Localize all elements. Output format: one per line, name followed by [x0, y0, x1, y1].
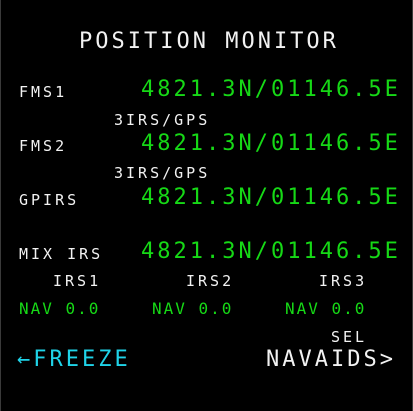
fms2-source: 3IRS/GPS: [114, 166, 210, 181]
sel-header: SEL: [331, 330, 367, 345]
fms2-label: FMS2: [19, 139, 67, 154]
page-title: POSITION MONITOR: [79, 31, 339, 53]
mix-irs-position: 4821.3N/01146.5E: [141, 241, 401, 263]
irs1-label: IRS1: [53, 274, 101, 289]
irs2-label: IRS2: [186, 274, 234, 289]
navaids-prompt[interactable]: NAVAIDS>: [266, 349, 396, 371]
irs1-status: NAV 0.0: [19, 301, 100, 317]
fms2-position: 4821.3N/01146.5E: [141, 133, 401, 155]
irs3-status: NAV 0.0: [285, 301, 366, 317]
irs2-status: NAV 0.0: [152, 301, 233, 317]
gpirs-position: 4821.3N/01146.5E: [141, 187, 401, 209]
fms1-source: 3IRS/GPS: [114, 113, 210, 128]
freeze-prompt[interactable]: ←FREEZE: [17, 349, 131, 371]
mix-irs-label: MIX IRS: [19, 247, 103, 262]
fms1-position: 4821.3N/01146.5E: [141, 79, 401, 101]
irs3-label: IRS3: [319, 274, 367, 289]
gpirs-label: GPIRS: [19, 193, 79, 208]
fms1-label: FMS1: [19, 85, 67, 100]
